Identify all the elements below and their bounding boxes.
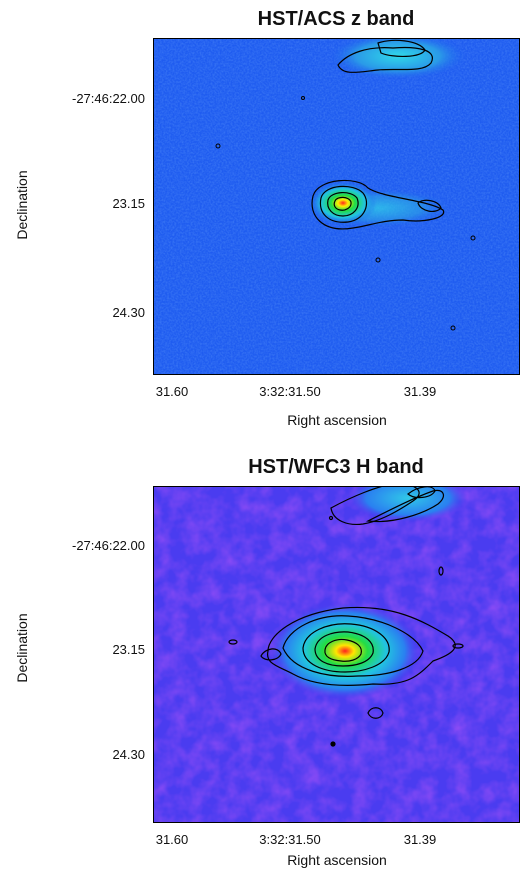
y-axis-label: Declination [14,170,30,240]
xtick-label: 31.39 [403,384,437,399]
contour-lines [311,39,445,230]
contour-specks [215,96,476,331]
contour-lines [260,486,456,719]
wfc3-image [153,486,520,823]
image-map [153,486,520,823]
neighbor-source-top [328,38,468,80]
galaxy-source [309,181,377,225]
xtick-label: 3:32:31.50 [259,832,321,847]
galaxy-source [270,603,420,699]
xtick-label: 31.60 [155,384,189,399]
x-axis-label: Right ascension [287,412,387,428]
ytick-label: 23.15 [112,642,145,657]
panel-title: HST/ACS z band [257,8,415,30]
panel-title: HST/WFC3 H band [248,456,424,478]
image-map [153,38,520,375]
contour-specks [228,515,464,747]
ytick-label: -27:46:22.00 [71,91,145,106]
acs-image [153,38,520,375]
xtick-label: 31.60 [155,832,189,847]
ytick-label: 24.30 [112,305,145,320]
ytick-label: 23.15 [112,196,145,211]
x-axis-label: Right ascension [287,852,387,868]
panel-acs-z: HST/ACS z band [0,0,522,435]
xtick-label: 31.39 [403,832,437,847]
ytick-label: 24.30 [112,747,145,762]
xtick-label: 3:32:31.50 [259,384,321,399]
ytick-label: -27:46:22.00 [71,538,145,553]
y-axis-label: Declination [14,613,30,683]
panel-wfc3-h: HST/WFC3 H band [0,440,522,874]
